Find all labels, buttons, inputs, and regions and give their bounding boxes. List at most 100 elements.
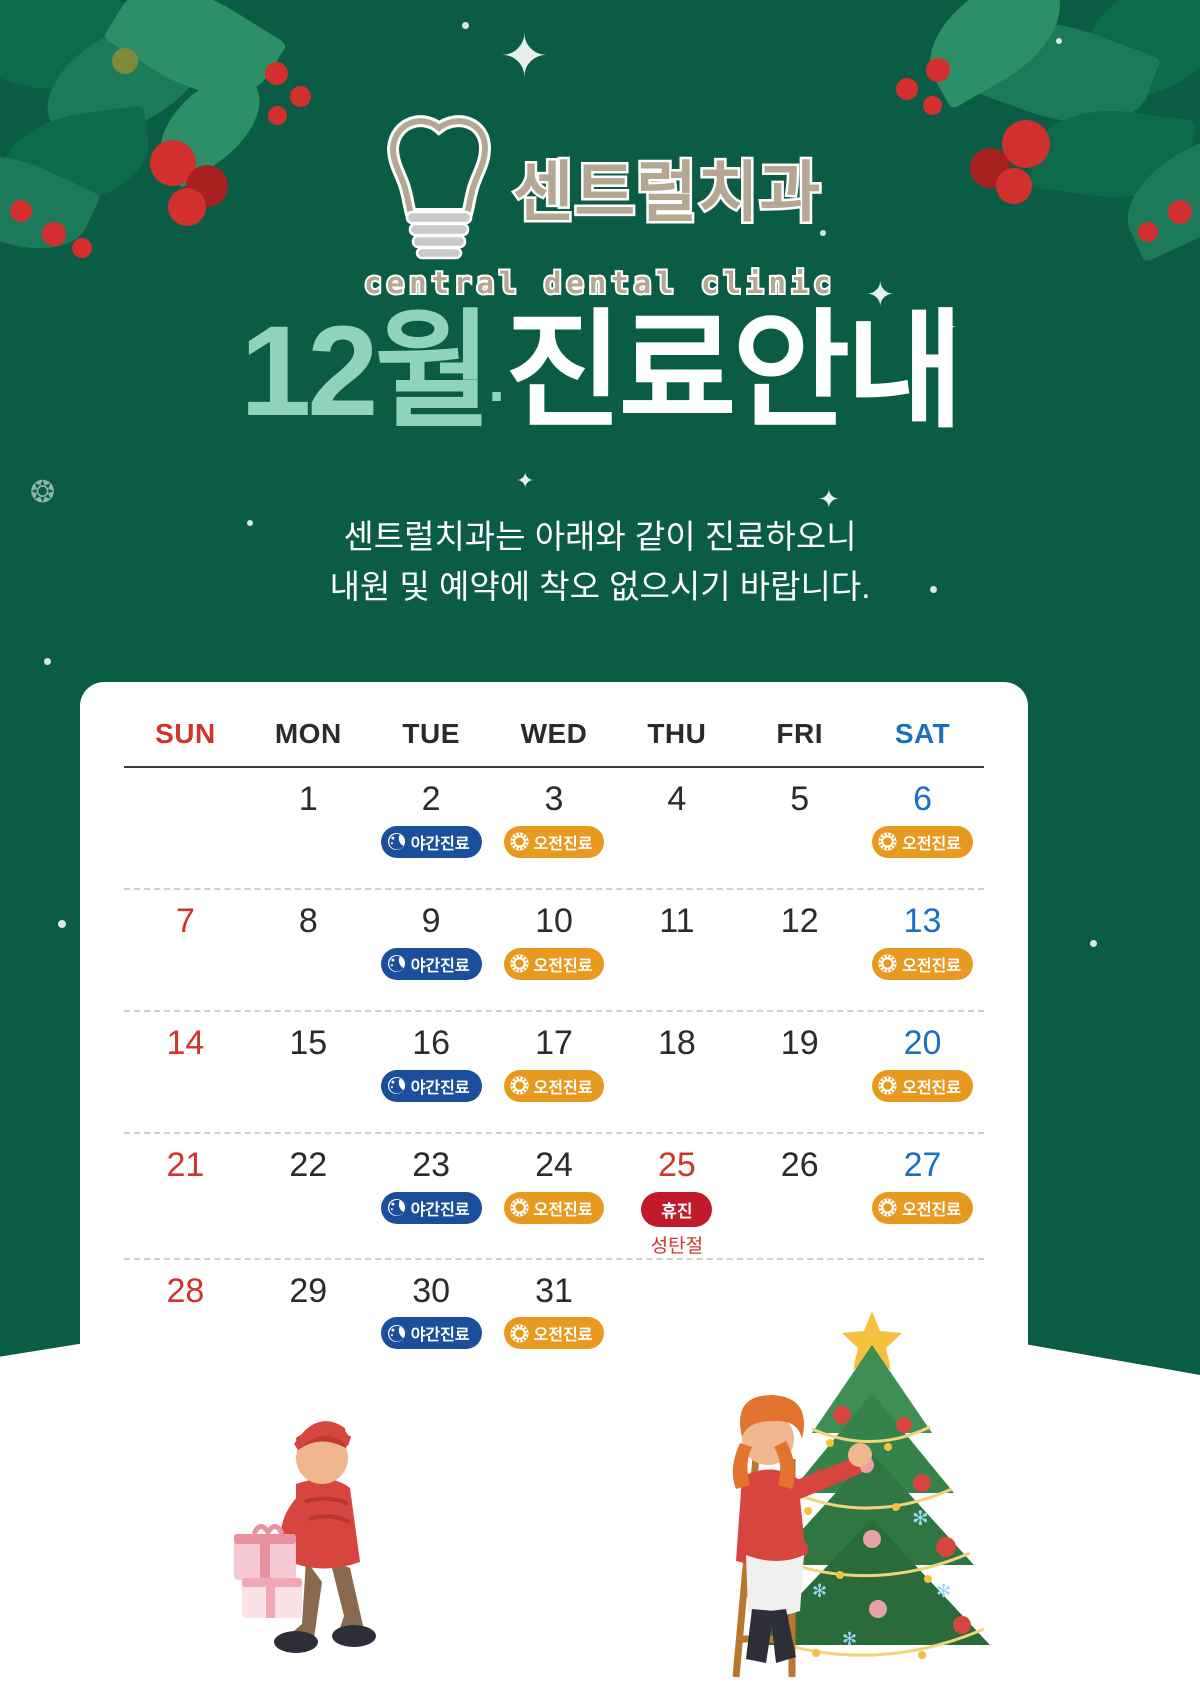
badge-label: 오전진료 <box>533 957 593 975</box>
weekday-header-thu: THU <box>647 718 707 749</box>
day-cell-13[interactable]: 13 오전진료 <box>861 900 984 1010</box>
day-cell-5[interactable]: 5 <box>738 778 861 888</box>
badge-label: 오전진료 <box>533 1201 593 1219</box>
title-main: 진료안내 <box>504 300 964 443</box>
day-cell-6[interactable]: 6 오전진료 <box>861 778 984 888</box>
day-cell-22[interactable]: 22 <box>247 1144 370 1258</box>
badge-label: 오전진료 <box>533 1079 593 1097</box>
day-number: 22 <box>289 1146 328 1184</box>
holly-berry <box>168 188 206 226</box>
day-number: 23 <box>412 1146 451 1184</box>
calendar-body: 1 2 야간진료 3 오전진료 4 5 6 오전진료 7 8 9 야간진료 10 오전진료 11 12 13 오전진… <box>124 768 984 1382</box>
day-number: 30 <box>412 1271 451 1310</box>
holly-berry <box>923 96 942 115</box>
day-cell-9[interactable]: 9 야간진료 <box>370 900 493 1010</box>
sun-icon <box>510 832 529 851</box>
day-number: 20 <box>903 1024 942 1062</box>
moon-icon <box>387 832 405 851</box>
day-cell-1[interactable]: 1 <box>247 778 370 888</box>
day-cell-14[interactable]: 14 <box>124 1022 247 1132</box>
moon-icon <box>387 1324 405 1342</box>
day-cell-8[interactable]: 8 <box>247 900 370 1010</box>
badge-label: 오전진료 <box>902 957 961 975</box>
holly-berry <box>268 106 287 125</box>
day-cell-31[interactable]: 31 오전진료 <box>493 1270 616 1382</box>
day-cell-15[interactable]: 15 <box>247 1022 370 1132</box>
day-cell-18[interactable]: 18 <box>615 1022 738 1132</box>
day-number: 21 <box>166 1146 205 1184</box>
day-cell-26[interactable]: 26 <box>738 1144 861 1258</box>
holly-berry <box>72 238 92 258</box>
weekday-header-mon: MON <box>274 718 342 749</box>
badge-morning: 오전진료 <box>503 1069 605 1102</box>
day-number: 17 <box>535 1024 573 1062</box>
snow-dot <box>820 230 826 236</box>
day-cell-28[interactable]: 28 <box>124 1270 247 1382</box>
day-number: 9 <box>421 902 441 940</box>
day-number: 27 <box>903 1146 942 1184</box>
day-cell-27[interactable]: 27 오전진료 <box>861 1144 984 1258</box>
day-cell-29[interactable]: 29 <box>247 1270 370 1382</box>
badge-morning: 오전진료 <box>872 947 973 980</box>
day-cell-17[interactable]: 17 오전진료 <box>493 1022 616 1132</box>
calendar-week-row: 14 15 16 야간진료 17 오전진료 18 19 20 오전진료 <box>124 1012 984 1134</box>
day-cell-30[interactable]: 30 야간진료 <box>370 1270 493 1382</box>
day-number: 25 <box>657 1146 696 1184</box>
calendar-week-row: 7 8 9 야간진료 10 오전진료 11 12 13 오전진료 <box>124 890 984 1012</box>
day-cell-7[interactable]: 7 <box>124 900 247 1010</box>
day-number: 28 <box>166 1271 205 1310</box>
day-number: 8 <box>298 902 318 940</box>
tooth-implant-icon <box>386 115 491 260</box>
day-cell-4[interactable]: 4 <box>615 778 738 888</box>
day-cell-11[interactable]: 11 <box>615 900 738 1010</box>
sparkle-icon: ✦ <box>940 317 957 339</box>
day-cell-10[interactable]: 10 오전진료 <box>493 900 616 1010</box>
day-cell-20[interactable]: 20 오전진료 <box>861 1022 984 1132</box>
snow-dot <box>247 520 253 526</box>
badge-morning: 오전진료 <box>872 1191 973 1224</box>
sun-icon <box>510 1076 529 1095</box>
day-number: 16 <box>412 1024 451 1062</box>
badge-label: 야간진료 <box>410 1079 470 1097</box>
snow-dot <box>58 920 66 928</box>
day-number: 24 <box>535 1146 573 1184</box>
day-number: 3 <box>544 780 564 818</box>
day-cell-2[interactable]: 2 야간진료 <box>370 778 493 888</box>
day-cell-24[interactable]: 24 오전진료 <box>493 1144 616 1258</box>
holly-berry <box>1138 222 1158 242</box>
day-number: 6 <box>913 780 933 818</box>
day-cell-23[interactable]: 23 야간진료 <box>370 1144 493 1258</box>
weekday-header-wed: WED <box>520 718 588 749</box>
day-cell-3[interactable]: 3 오전진료 <box>493 778 616 888</box>
day-number: 13 <box>903 902 942 940</box>
subtitle-line-1: 센트럴치과는 아래와 같이 진료하오니 <box>343 518 857 555</box>
day-cell-empty <box>124 778 247 888</box>
calendar-week-row: 28 29 30 야간진료 31 오전진료 <box>124 1260 984 1382</box>
day-cell-12[interactable]: 12 <box>738 900 861 1010</box>
day-number: 1 <box>298 780 318 818</box>
day-cell-21[interactable]: 21 <box>124 1144 247 1258</box>
badge-label: 오전진료 <box>902 1079 961 1097</box>
snow-dot <box>462 22 469 29</box>
day-number: 18 <box>657 1024 696 1062</box>
moon-icon <box>387 1076 405 1095</box>
day-number: 15 <box>289 1024 328 1062</box>
badge-night: 야간진료 <box>380 1191 482 1224</box>
day-cell-19[interactable]: 19 <box>738 1022 861 1132</box>
holly-berry <box>42 222 66 246</box>
day-number: 12 <box>780 902 819 940</box>
badge-morning: 오전진료 <box>872 1069 973 1102</box>
day-cell-16[interactable]: 16 야간진료 <box>370 1022 493 1132</box>
holiday-note: 성탄절 <box>650 1235 704 1257</box>
christmas-tree-illustration: ✻ ✻ ✻ ✻ <box>732 1311 990 1678</box>
snow-dot <box>1056 38 1062 44</box>
weekday-header-fri: FRI <box>776 718 824 749</box>
holly-berry <box>996 168 1032 204</box>
sparkle-icon: ✦ <box>866 276 895 314</box>
weekday-header-sun: SUN <box>155 718 216 749</box>
holly-berry <box>112 48 138 74</box>
moon-icon <box>387 954 405 973</box>
day-number: 4 <box>667 780 687 818</box>
clinic-logo: 센트럴치과 central dental clinic <box>0 112 1200 302</box>
day-cell-25[interactable]: 25 휴진 성탄절 <box>615 1144 738 1258</box>
